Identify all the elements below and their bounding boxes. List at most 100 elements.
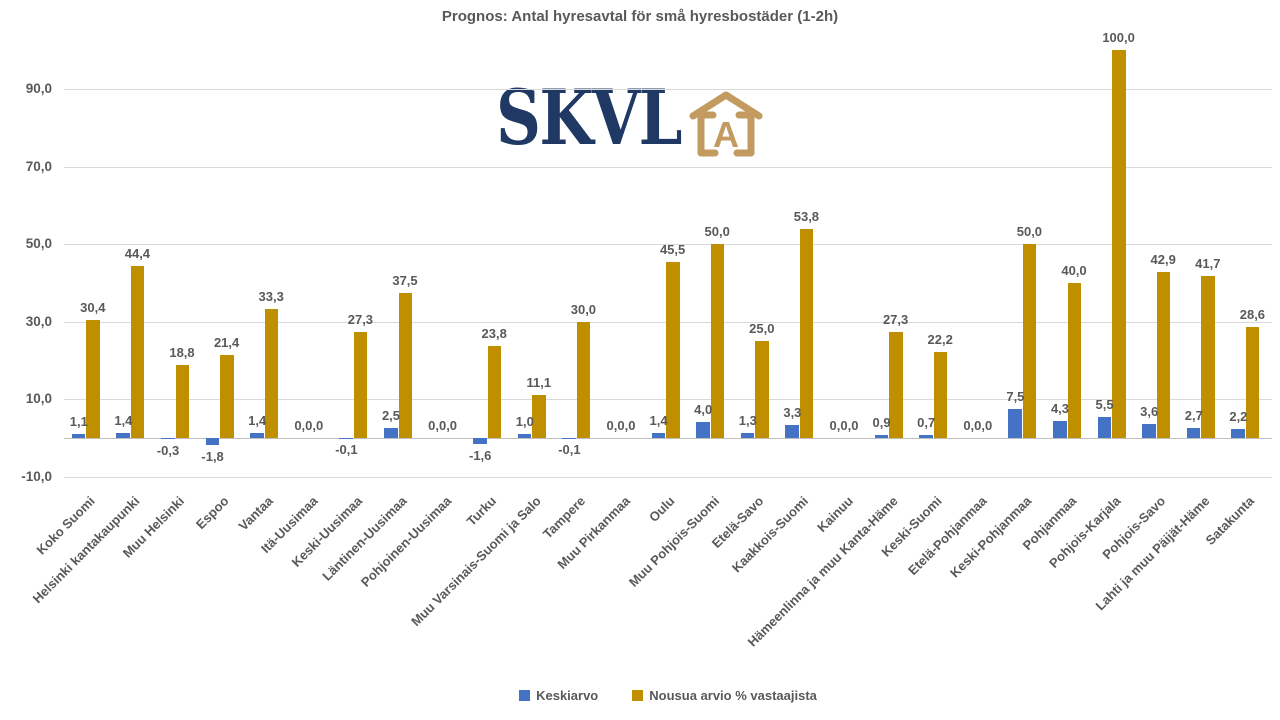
svg-text:A: A	[713, 114, 739, 155]
data-label-nousua: 18,8	[169, 345, 195, 361]
bar-nousua	[532, 394, 546, 438]
data-label-keskiarvo: 2,7	[1184, 407, 1203, 423]
chart-title: Prognos: Antal hyresavtal för små hyresb…	[441, 8, 839, 25]
data-label-keskiarvo: 7,5	[1006, 388, 1025, 404]
data-label-nousua: 45,5	[659, 241, 686, 257]
data-label-nousua: 33,3	[258, 288, 284, 304]
data-label-nousua: 37,5	[392, 272, 418, 288]
legend-swatch-icon	[519, 690, 531, 701]
bar-keskiarvo	[651, 432, 666, 438]
bar-nousua	[353, 332, 368, 438]
category-label: Pohjoinen-Uusimaa	[358, 493, 455, 590]
data-label-zero: 0,0,0	[606, 418, 636, 433]
data-label-keskiarvo: 1,1	[69, 413, 88, 429]
data-label-nousua: 27,3	[882, 312, 909, 328]
data-label-keskiarvo: 4,0	[694, 402, 713, 418]
data-label-keskiarvo: 1,4	[114, 412, 133, 428]
data-label-nousua: 42,9	[1150, 251, 1176, 267]
data-label-nousua: 50,0	[1016, 224, 1043, 240]
bar-nousua	[1156, 271, 1171, 438]
data-label-nousua: 30,0	[570, 301, 597, 317]
data-label-nousua: 100,0	[1102, 30, 1135, 46]
category-label: Espoo	[192, 493, 232, 532]
y-axis-tick-label: 30,0	[25, 313, 52, 329]
category-label: Etelä-Pohjanmaa	[905, 493, 990, 578]
bar-nousua	[220, 355, 234, 438]
bar-nousua	[130, 265, 145, 438]
bar-nousua	[755, 341, 769, 438]
data-label-keskiarvo: 2,5	[381, 408, 401, 424]
data-label-zero: 0,0,0	[294, 418, 324, 433]
bar-nousua	[1112, 50, 1126, 438]
data-label-keskiarvo: 1,4	[248, 412, 267, 428]
bar-keskiarvo	[250, 432, 264, 438]
data-label-nousua: 40,0	[1061, 262, 1087, 278]
legend-swatch-icon	[632, 690, 644, 701]
bar-nousua	[710, 244, 725, 438]
bar-keskiarvo	[1008, 408, 1022, 438]
gridline	[64, 476, 1272, 478]
bar-keskiarvo	[116, 432, 130, 438]
data-label-keskiarvo: 0,7	[917, 415, 936, 431]
bar-keskiarvo	[205, 438, 220, 445]
data-label-keskiarvo: 3,3	[783, 405, 802, 421]
bar-keskiarvo	[384, 428, 398, 438]
bar-keskiarvo	[1231, 429, 1245, 438]
category-label: Läntinen-Uusimaa	[319, 493, 410, 584]
data-label-zero: 0,0,0	[963, 418, 993, 433]
data-label-zero: 0,0,0	[829, 418, 859, 433]
bar-keskiarvo	[785, 425, 799, 438]
skvl-logo: SKVL A	[496, 80, 776, 164]
bar-nousua	[666, 261, 680, 438]
data-label-keskiarvo: 0,9	[872, 414, 891, 430]
category-label: Turku	[463, 493, 500, 529]
y-axis-tick-label: 50,0	[25, 236, 52, 252]
bar-keskiarvo	[874, 434, 889, 438]
bar-keskiarvo	[696, 422, 710, 438]
bar-keskiarvo	[473, 438, 487, 445]
data-label-nousua: 21,4	[213, 335, 240, 351]
bar-keskiarvo	[71, 433, 86, 438]
gridline	[64, 89, 1272, 91]
data-label-nousua: 30,4	[80, 300, 106, 316]
data-label-keskiarvo: 5,5	[1095, 396, 1114, 412]
bar-nousua	[889, 332, 903, 438]
data-label-nousua: 28,6	[1239, 307, 1266, 323]
bar-nousua	[576, 321, 591, 438]
bar-keskiarvo	[1186, 427, 1201, 438]
data-label-nousua: 41,7	[1195, 256, 1221, 272]
legend-item: Nousua arvio % vastaajista	[632, 688, 817, 703]
data-label-nousua: 27,3	[347, 312, 374, 328]
data-label-nousua: 22,2	[927, 331, 953, 347]
category-label: Kainuu	[814, 493, 856, 536]
data-label-nousua: 53,8	[793, 209, 820, 225]
bar-keskiarvo	[1142, 424, 1156, 438]
y-axis-tick-label: -10,0	[21, 468, 52, 484]
data-label-zero: 0,0,0	[428, 418, 458, 433]
data-label-keskiarvo: -0,1	[335, 442, 358, 458]
category-label: Oulu	[645, 493, 678, 525]
bar-nousua	[1201, 276, 1215, 438]
data-label-nousua: 44,4	[124, 245, 151, 261]
skvl-house-a-icon: A	[689, 91, 763, 157]
data-label-keskiarvo: 1,0	[515, 414, 534, 430]
y-axis-tick-label: 90,0	[25, 81, 52, 97]
bar-nousua	[264, 308, 279, 438]
bar-nousua	[1245, 327, 1260, 438]
bar-nousua	[175, 365, 189, 438]
category-label: Keski-Pohjanmaa	[947, 493, 1035, 581]
data-label-nousua: 23,8	[481, 325, 507, 341]
gridline	[64, 244, 1272, 246]
bar-keskiarvo	[919, 435, 933, 438]
category-label: Vantaa	[235, 493, 277, 534]
bar-keskiarvo	[740, 432, 755, 438]
data-label-keskiarvo: -0,3	[156, 443, 180, 459]
bar-nousua	[398, 292, 412, 438]
data-label-keskiarvo: 1,4	[649, 412, 668, 428]
data-label-keskiarvo: 1,3	[738, 412, 757, 428]
data-label-nousua: 11,1	[526, 374, 552, 390]
data-label-nousua: 50,0	[704, 224, 730, 240]
legend-item: Keskiarvo	[519, 688, 598, 703]
